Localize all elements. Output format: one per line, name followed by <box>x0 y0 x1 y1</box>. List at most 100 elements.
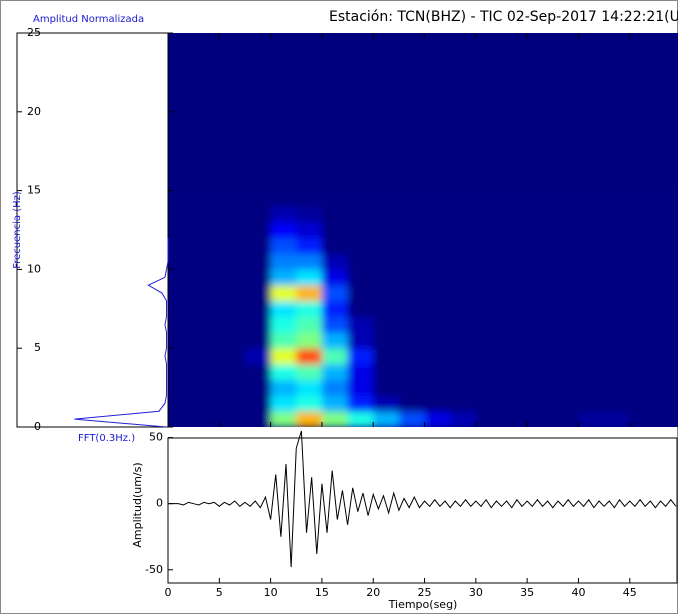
heat-cell <box>424 253 451 270</box>
heat-cell <box>168 411 195 427</box>
heat-cell <box>321 190 349 207</box>
heat-cell <box>552 190 579 207</box>
heat-cell <box>475 316 503 333</box>
heat-cell <box>270 348 297 365</box>
heat-cell <box>321 269 349 286</box>
heat-cell <box>655 332 678 349</box>
heat-cell <box>527 411 554 427</box>
heat-cell <box>219 253 246 270</box>
heat-cell <box>270 300 297 318</box>
heat-cell <box>604 379 631 396</box>
heat-cell <box>552 300 579 318</box>
heat-cell <box>655 285 678 302</box>
heat-cell <box>270 332 297 349</box>
heat-cell <box>398 253 426 270</box>
heat-cell <box>578 332 605 349</box>
heat-cell <box>475 190 503 207</box>
heat-cell <box>296 300 323 318</box>
heat-cell <box>373 222 400 239</box>
heat-cell <box>424 411 451 427</box>
heat-cell <box>168 285 195 302</box>
heat-cell <box>527 285 554 302</box>
heat-cell <box>629 222 656 239</box>
heat-cell <box>578 206 605 223</box>
heat-cell <box>527 363 554 381</box>
heat-cell <box>450 348 477 365</box>
x-tick-label: 10 <box>264 586 278 599</box>
heat-cell <box>578 222 605 239</box>
heat-cell <box>244 253 272 270</box>
heat-cell <box>450 300 477 318</box>
heat-cell <box>578 348 605 365</box>
fft-line <box>74 237 169 428</box>
chart-title: Estación: TCN(BHZ) - TIC 02-Sep-2017 14:… <box>329 9 678 25</box>
heat-cell <box>168 300 195 318</box>
heat-cell <box>193 395 220 412</box>
heat-cell <box>270 237 297 255</box>
heat-cell <box>501 285 528 302</box>
x-tick-label: 45 <box>623 586 637 599</box>
heat-cell <box>373 237 400 255</box>
heat-cell <box>296 332 323 349</box>
heat-cell <box>475 269 503 286</box>
heat-cell <box>193 222 220 239</box>
heat-cell <box>347 316 374 333</box>
heat-cell <box>398 363 426 381</box>
heat-cell <box>168 190 195 207</box>
heat-cell <box>552 285 579 302</box>
heat-cell <box>501 411 528 427</box>
fft-title: Amplitud Normalizada <box>33 14 144 25</box>
heat-cell <box>296 222 323 239</box>
heat-cell <box>655 379 678 396</box>
heat-cell <box>347 237 374 255</box>
heat-cell <box>501 363 528 381</box>
heat-cell <box>655 411 678 427</box>
heat-cell <box>552 316 579 333</box>
spectrogram-cells <box>168 190 678 427</box>
heat-cell <box>347 411 374 427</box>
heat-cell <box>424 237 451 255</box>
heat-cell <box>398 190 426 207</box>
heat-cell <box>604 269 631 286</box>
heat-cell <box>219 285 246 302</box>
heat-cell <box>347 206 374 223</box>
heat-cell <box>296 363 323 381</box>
heat-cell <box>475 332 503 349</box>
heat-cell <box>424 348 451 365</box>
heat-cell <box>501 253 528 270</box>
heat-cell <box>475 379 503 396</box>
x-tick-label: 25 <box>418 586 432 599</box>
heat-cell <box>501 316 528 333</box>
heat-cell <box>219 237 246 255</box>
y-tick-label: 15 <box>27 184 41 197</box>
heat-cell <box>501 300 528 318</box>
waveform-line <box>168 430 677 568</box>
heat-cell <box>527 332 554 349</box>
heat-cell <box>270 363 297 381</box>
heat-cell <box>552 379 579 396</box>
heat-cell <box>424 222 451 239</box>
y-tick-label: 0 <box>34 420 41 433</box>
heat-cell <box>296 237 323 255</box>
heat-cell <box>193 300 220 318</box>
heat-cell <box>321 237 349 255</box>
heat-cell <box>168 395 195 412</box>
heat-cell <box>270 222 297 239</box>
fft-label: FFT(0.3Hz.) <box>78 433 135 444</box>
heat-cell <box>398 379 426 396</box>
heat-cell <box>244 206 272 223</box>
heat-cell <box>629 316 656 333</box>
heat-cell <box>270 411 297 427</box>
heat-cell <box>219 316 246 333</box>
heat-cell <box>168 206 195 223</box>
heat-cell <box>527 300 554 318</box>
heat-cell <box>552 363 579 381</box>
heat-cell <box>578 411 605 427</box>
heat-cell <box>398 348 426 365</box>
heat-cell <box>373 300 400 318</box>
heat-cell <box>244 269 272 286</box>
heat-cell <box>321 253 349 270</box>
heat-cell <box>398 332 426 349</box>
heat-cell <box>604 190 631 207</box>
